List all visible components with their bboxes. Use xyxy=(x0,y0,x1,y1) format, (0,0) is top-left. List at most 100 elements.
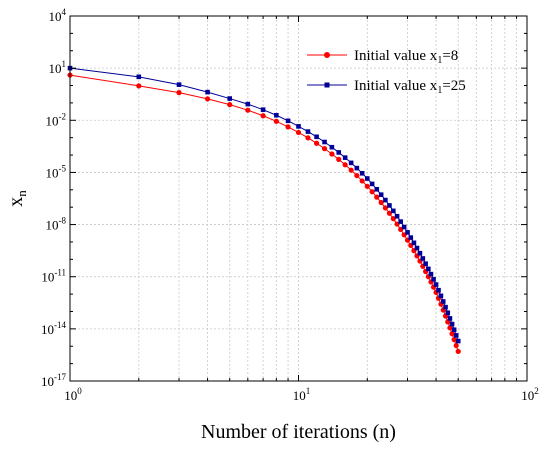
data-point xyxy=(342,155,348,160)
data-point xyxy=(348,160,354,166)
data-point xyxy=(369,189,375,195)
data-point xyxy=(423,261,428,266)
data-point xyxy=(354,172,360,179)
data-point xyxy=(273,118,279,124)
data-point xyxy=(314,134,319,140)
data-point xyxy=(436,287,441,293)
y-axis-title-subscript: n xyxy=(14,190,29,197)
legend-entry-series-1: Initial value x1=8 xyxy=(307,48,458,66)
data-point xyxy=(354,165,360,171)
data-point xyxy=(443,304,448,310)
data-point xyxy=(382,205,388,211)
y-tick-label: 10-14 xyxy=(41,320,66,337)
data-point xyxy=(451,337,457,343)
data-point xyxy=(305,129,311,134)
x-tick-label: 100 xyxy=(64,386,82,403)
data-point xyxy=(329,151,335,157)
data-point xyxy=(227,96,233,101)
legend-label-series-2-post: =25 xyxy=(442,78,465,94)
legend-marker-series-1 xyxy=(324,52,330,58)
legend-label-series-1-post: =8 xyxy=(442,48,458,64)
legend: Initial value x1=8 Initial value x1=25 xyxy=(307,48,466,96)
data-point xyxy=(408,235,414,240)
series-1 xyxy=(67,72,461,355)
series-layer xyxy=(67,65,461,355)
data-point xyxy=(398,219,403,224)
legend-entry-series-2: Initial value x1=25 xyxy=(307,78,466,96)
data-point xyxy=(451,327,457,333)
data-point xyxy=(401,224,407,230)
y-tick-label: 10-17 xyxy=(41,372,66,389)
data-point xyxy=(449,321,455,327)
legend-label-series-2: Initial value x1=25 xyxy=(354,78,466,96)
data-point xyxy=(374,186,380,192)
y-axis-title: xn xyxy=(5,190,29,207)
series-2 xyxy=(67,65,461,344)
x-tick-label: 101 xyxy=(293,386,311,403)
data-point xyxy=(322,139,327,145)
legend-label-series-1-sub: 1 xyxy=(437,55,442,66)
data-point xyxy=(378,199,384,206)
data-point xyxy=(369,181,375,187)
data-point xyxy=(394,221,400,227)
data-point xyxy=(378,192,384,197)
y-tick-label: 10-11 xyxy=(41,268,66,285)
grid-lines xyxy=(70,16,527,381)
data-point xyxy=(348,167,354,173)
data-point xyxy=(329,144,335,150)
data-point xyxy=(176,90,182,96)
data-point xyxy=(447,325,453,331)
data-point xyxy=(205,89,210,95)
y-tick-label: 10-2 xyxy=(46,111,67,128)
plot-frame xyxy=(69,15,528,382)
data-point xyxy=(295,129,302,136)
data-point xyxy=(176,82,182,87)
data-point xyxy=(136,83,142,89)
data-point xyxy=(390,216,396,222)
data-point xyxy=(386,210,393,216)
data-point xyxy=(227,102,233,108)
data-point xyxy=(445,310,451,316)
data-point xyxy=(260,113,266,119)
y-tick-label: 10-8 xyxy=(46,216,67,233)
data-point xyxy=(428,271,434,277)
legend-label-series-2-sub: 1 xyxy=(437,85,442,96)
axis-ticks xyxy=(69,15,528,382)
data-point xyxy=(449,331,455,337)
x-tick-label: 102 xyxy=(521,386,539,403)
legend-label-series-1: Initial value x1=8 xyxy=(354,48,458,66)
data-point xyxy=(260,107,266,112)
legend-label-series-1-pre: Initial value x xyxy=(354,48,438,64)
data-point xyxy=(285,118,291,124)
data-point xyxy=(204,96,211,102)
data-point xyxy=(245,107,251,113)
data-point xyxy=(455,338,461,344)
data-point xyxy=(455,348,461,355)
data-point xyxy=(414,245,420,251)
data-point xyxy=(364,176,370,181)
data-point xyxy=(387,203,392,208)
tick-labels: 100 101 102 104 101 10-2 10-5 10-8 10-11 10-14 10-… xyxy=(41,7,539,403)
data-point xyxy=(321,146,328,152)
data-point xyxy=(383,197,388,203)
data-point xyxy=(438,293,444,299)
data-point xyxy=(136,74,142,80)
data-point xyxy=(453,342,459,349)
data-point xyxy=(431,277,436,282)
data-point xyxy=(359,178,365,184)
data-point xyxy=(453,333,459,338)
data-point xyxy=(305,135,311,141)
y-tick-label: 10-5 xyxy=(46,163,67,180)
data-point xyxy=(274,112,279,118)
data-point xyxy=(447,316,453,321)
data-point xyxy=(374,194,380,200)
data-point xyxy=(342,162,348,168)
x-axis-title: Number of iterations (n) xyxy=(201,421,396,443)
data-point xyxy=(391,208,396,214)
data-point xyxy=(336,150,342,155)
data-point xyxy=(359,170,365,176)
data-point xyxy=(440,299,446,304)
data-point xyxy=(245,101,251,107)
data-point xyxy=(313,140,320,146)
